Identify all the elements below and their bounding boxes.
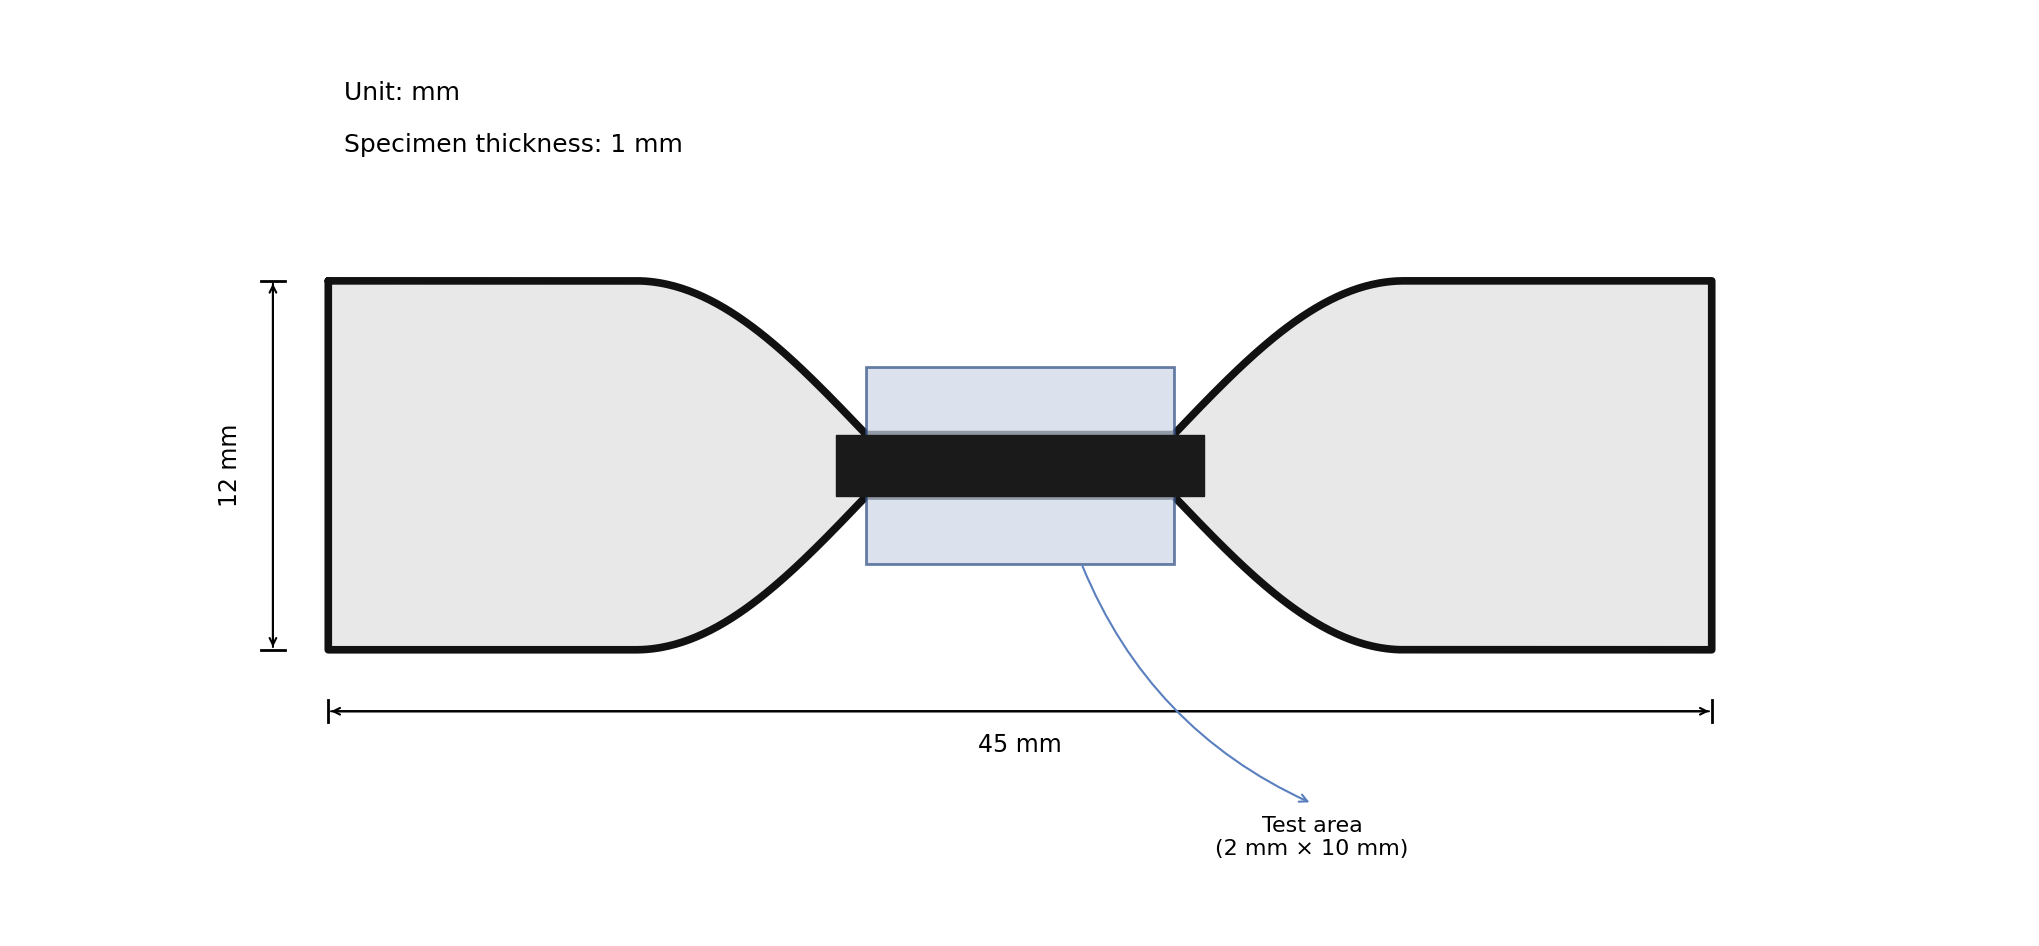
Text: 12 mm: 12 mm: [218, 424, 243, 507]
Text: Test area
(2 mm × 10 mm): Test area (2 mm × 10 mm): [1215, 815, 1409, 859]
Bar: [867, 367, 1172, 564]
Text: Specimen thickness: 1 mm: Specimen thickness: 1 mm: [343, 133, 683, 157]
Text: 45 mm: 45 mm: [977, 733, 1062, 757]
Polygon shape: [328, 281, 1711, 650]
Text: Unit: mm: Unit: mm: [343, 81, 459, 105]
